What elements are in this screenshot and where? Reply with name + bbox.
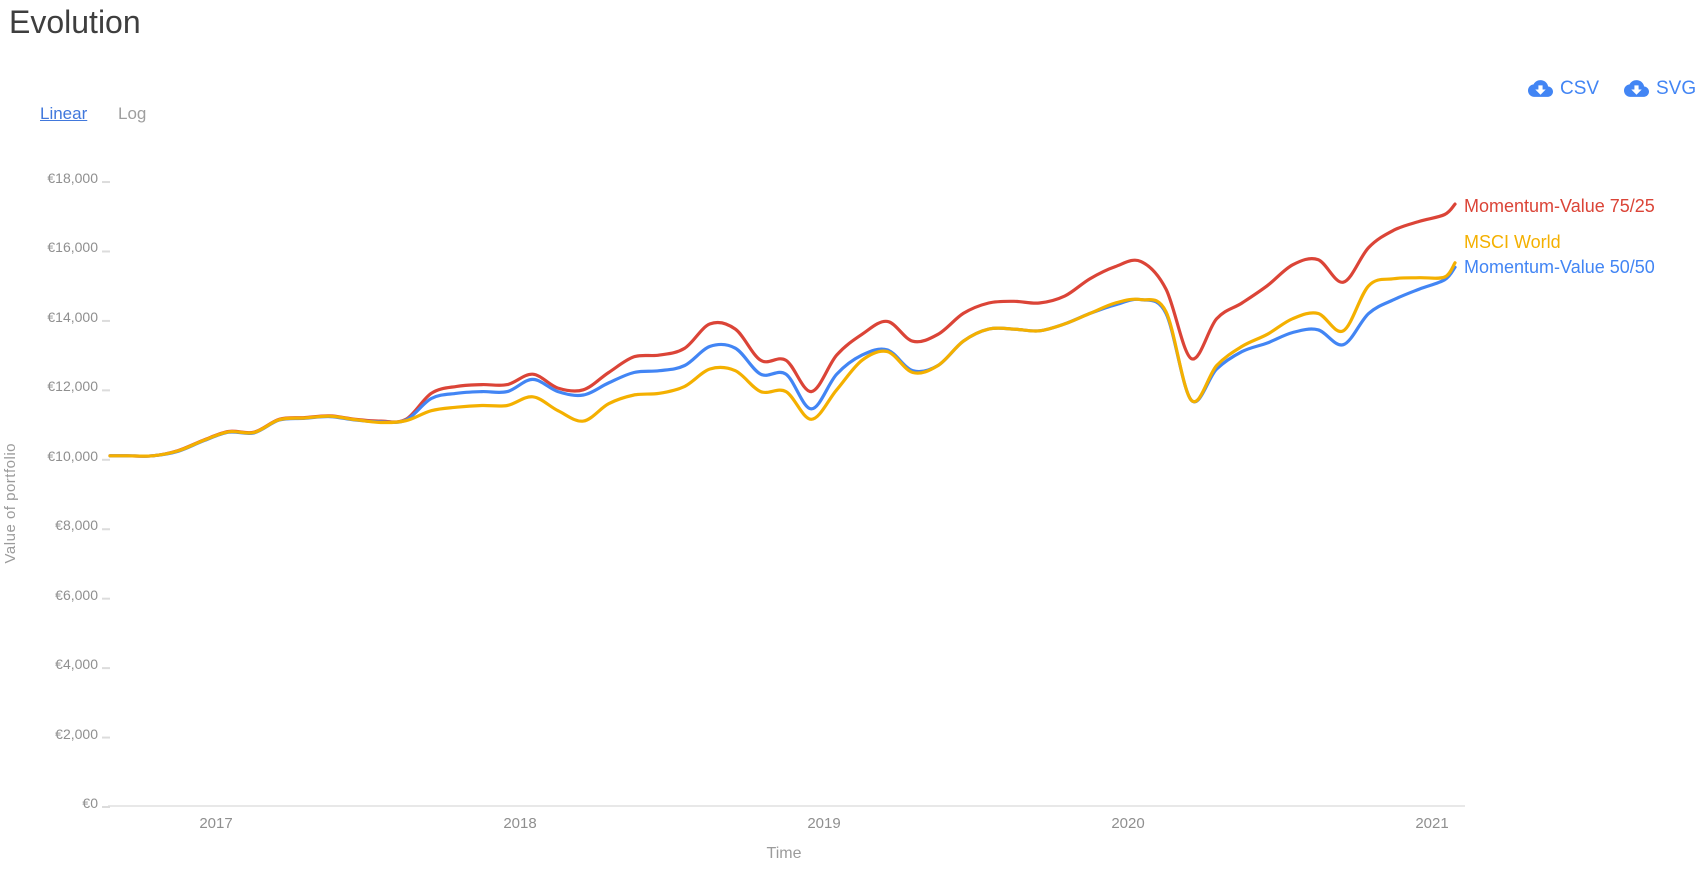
export-svg-button[interactable]: SVG bbox=[1624, 76, 1695, 101]
legend-label-momentum-value-50-50: Momentum-Value 50/50 bbox=[1464, 257, 1655, 277]
page-title: Evolution bbox=[9, 4, 141, 40]
y-axis-tick-label: €6,000 bbox=[55, 586, 98, 603]
y-axis-tick-label: €18,000 bbox=[47, 170, 98, 187]
y-axis-tick-label: €10,000 bbox=[47, 447, 98, 464]
export-svg-label: SVG bbox=[1656, 77, 1695, 99]
y-axis-tick-label: €12,000 bbox=[47, 378, 98, 395]
log-scale-option[interactable]: Log bbox=[118, 104, 147, 123]
linear-scale-option[interactable]: Linear bbox=[40, 104, 88, 123]
legend-label-momentum-value-75-25: Momentum-Value 75/25 bbox=[1464, 196, 1655, 216]
legend-label-msci-world: MSCI World bbox=[1464, 232, 1561, 252]
x-axis-tick-label: 2021 bbox=[1415, 815, 1449, 832]
y-axis-tick-label: €4,000 bbox=[55, 656, 98, 673]
x-axis-tick-label: 2017 bbox=[199, 815, 233, 832]
y-axis-tick-label: €0 bbox=[82, 795, 98, 811]
x-axis-tick-label: 2018 bbox=[503, 815, 537, 832]
export-csv-button[interactable]: CSV bbox=[1528, 76, 1599, 101]
x-axis-tick-label: 2019 bbox=[807, 815, 841, 832]
y-axis-tick-label: €8,000 bbox=[55, 517, 98, 534]
y-axis-tick-label: €16,000 bbox=[47, 239, 98, 256]
x-axis-title: Time bbox=[766, 845, 802, 862]
cloud-download-icon bbox=[1624, 76, 1649, 101]
export-csv-label: CSV bbox=[1560, 77, 1600, 99]
scale-toggle: Linear Log bbox=[40, 104, 146, 124]
cloud-download-icon bbox=[1528, 76, 1553, 101]
y-axis-tick-label: €2,000 bbox=[55, 725, 98, 742]
y-axis-tick-label: €14,000 bbox=[47, 308, 98, 325]
chart-line-msci-world bbox=[108, 261, 1457, 458]
x-axis-tick-label: 2020 bbox=[1111, 815, 1145, 832]
